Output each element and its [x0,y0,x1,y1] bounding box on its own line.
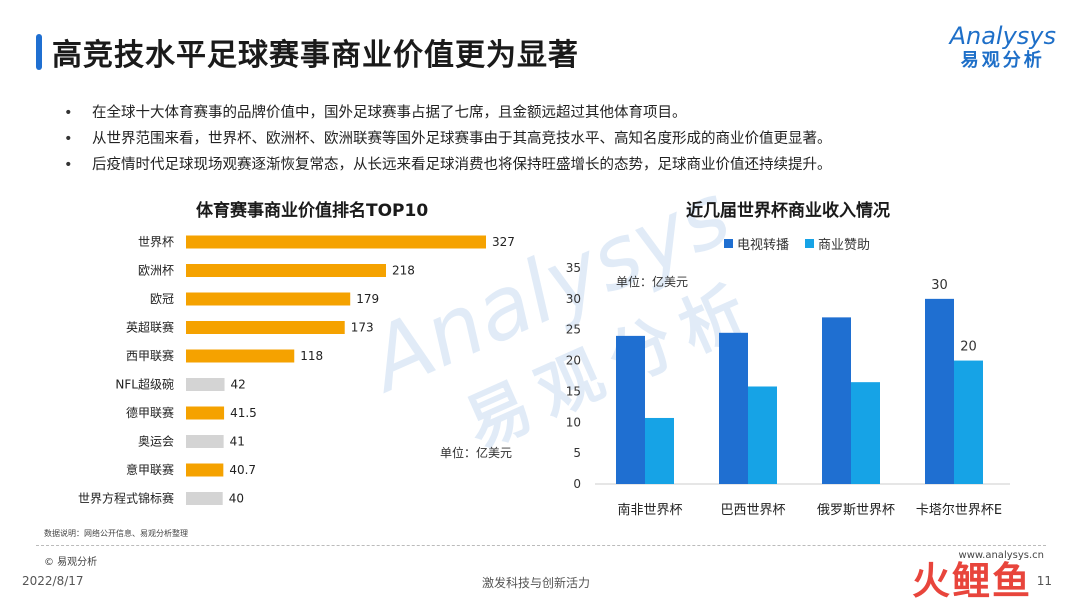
category-label: 欧洲杯 [138,264,174,278]
value-label: 327 [492,235,515,249]
value-label: 40.7 [229,463,256,477]
category-label: 世界方程式锦标赛 [78,491,174,506]
value-label: 179 [356,292,379,306]
chart-legend: 电视转播 商业赞助 [724,234,870,253]
y-tick-label: 0 [573,477,581,491]
bullet-item: 后疫情时代足球现场观赛逐渐恢复常态，从长远来看足球消费也将保持旺盛增长的态势，足… [62,152,1042,178]
column-bar [616,335,645,484]
bar [186,378,225,391]
analysys-logo: Analysys 易观分析 [950,22,1056,72]
column-bar [925,298,954,484]
value-label: 118 [300,349,323,363]
category-label: 德甲联赛 [126,405,174,420]
copyright-text: © 易观分析 [44,557,98,568]
website-link[interactable]: www.analysys.cn [958,550,1044,561]
category-label: 西甲联赛 [126,348,174,363]
value-label: 42 [231,378,246,392]
y-tick-label: 5 [573,446,581,460]
category-label: NFL超级碗 [115,377,174,392]
value-label: 41 [230,435,245,449]
right-chart-title: 近几届世界杯商业收入情况 [686,201,890,221]
bullet-item: 从世界范围来看，世界杯、欧洲杯、欧洲联赛等国外足球赛事由于其高竞技水平、高知名度… [62,126,1042,152]
y-tick-label: 35 [566,261,581,275]
value-label: 40 [229,492,244,506]
report-date: 2022/8/17 [22,574,84,588]
ranking-bar-chart: 世界杯 327 欧洲杯 218 欧冠 179 英超联赛 173 西甲联赛 118 NFL超级碗 42 德… [78,235,515,506]
bar [186,406,225,420]
bar [186,435,224,448]
x-category-label: 巴西世界杯 [720,503,785,518]
y-tick-label: 10 [566,415,581,429]
y-tick-label: 15 [566,384,581,398]
page-title: 高竞技水平足球赛事商业价值更为显著 [52,38,579,73]
right-chart-unit: 单位：亿美元 [616,275,689,289]
column-bar [822,317,851,484]
bar [186,349,295,363]
value-label: 41.5 [230,406,257,420]
legend-item-tv: 电视转播 [724,234,789,253]
legend-swatch-sponsor [805,239,815,248]
column-bar [645,417,674,484]
column-bar [748,386,777,484]
column-bar [954,360,983,484]
category-label: 奥运会 [138,435,174,449]
data-label: 20 [960,340,977,355]
footer-slogan: 激发科技与创新活力 [482,576,591,590]
bar [186,492,223,505]
bar [186,235,486,249]
value-label: 218 [392,264,415,278]
left-chart-unit: 单位：亿美元 [440,446,513,460]
data-source-note: 数据说明：网络公开信息、易观分析整理 [44,529,188,538]
bar [186,321,345,334]
worldcup-revenue-chart: 0 5 10 15 20 25 30 35 南非世界杯 巴西世界杯 俄罗斯世界杯 30 20 卡塔尔世界杯… [566,261,1010,518]
legend-label-tv: 电视转播 [737,238,790,253]
y-tick-label: 20 [566,354,581,368]
bar [186,292,351,306]
bullet-item: 在全球十大体育赛事的品牌价值中，国外足球赛事占据了七席，且金额远超过其他体育项目… [62,100,1042,126]
x-category-label: 南非世界杯 [617,502,682,518]
legend-swatch-tv [724,239,733,248]
bullet-list: 在全球十大体育赛事的品牌价值中，国外足球赛事占据了七席，且金额远超过其他体育项目… [62,100,1042,178]
x-category-label: 卡塔尔世界杯E [916,503,1002,518]
y-tick-label: 25 [566,323,581,337]
category-label: 欧冠 [150,292,174,306]
y-tick-label: 30 [566,292,581,306]
title-accent-bar [36,34,42,70]
column-bar [851,382,880,484]
legend-item-sponsor: 商业赞助 [805,234,870,253]
value-label: 173 [351,321,374,335]
bar [186,463,224,477]
logo-text-en: Analysys [949,22,1056,50]
corner-logo: 火鲤鱼 [912,559,1033,603]
left-chart-title: 体育赛事商业价值排名TOP10 [196,201,429,221]
column-bar [719,332,748,484]
footer-divider [36,545,1046,546]
logo-text-cn: 易观分析 [960,50,1045,71]
category-label: 意甲联赛 [126,462,174,477]
page-number: 11 [1036,574,1052,588]
data-label: 30 [931,278,948,293]
legend-label-sponsor: 商业赞助 [818,238,871,253]
category-label: 英超联赛 [126,320,174,335]
category-label: 世界杯 [138,235,174,249]
bar [186,264,386,277]
x-category-label: 俄罗斯世界杯 [817,503,895,518]
